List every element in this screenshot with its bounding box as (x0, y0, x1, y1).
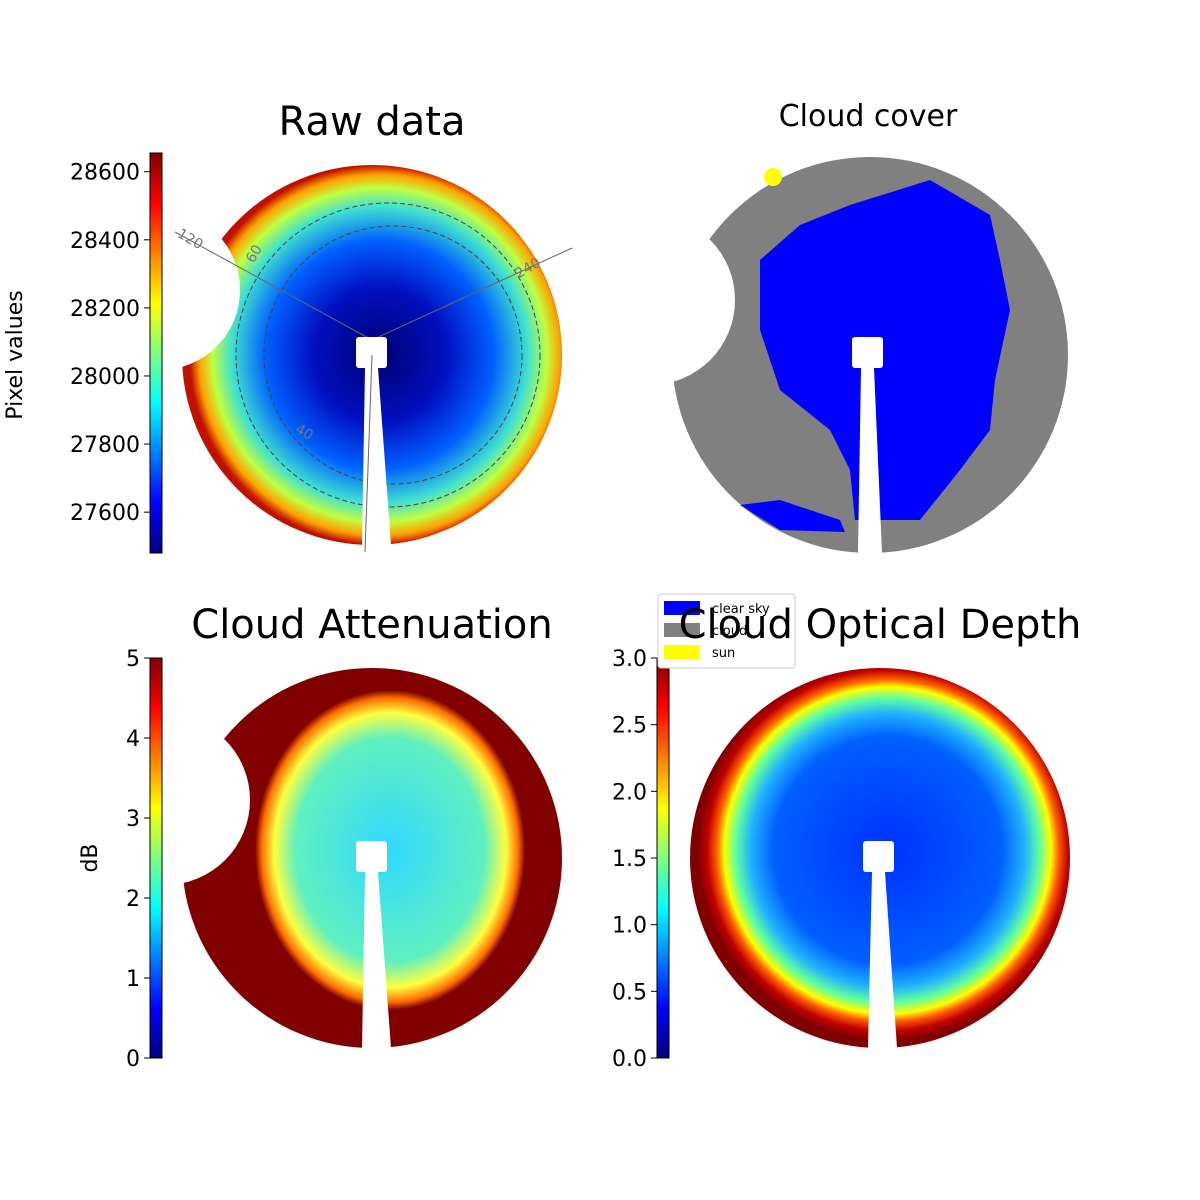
mask (565, 215, 735, 385)
mask (362, 872, 391, 1048)
tick-label: 1 (126, 967, 140, 992)
chart-title: Cloud Attenuation (191, 602, 552, 648)
raw-image (80, 165, 580, 565)
colorbar (149, 152, 163, 554)
tick-label: 27800 (70, 433, 140, 458)
tick-label: 28200 (70, 297, 140, 322)
chart-title: Raw data (279, 99, 466, 145)
mask (863, 841, 894, 872)
tick-label: 3.0 (612, 647, 647, 672)
colorbar-label: dB (78, 843, 103, 872)
mask (660, 553, 1080, 573)
colorbar (149, 657, 163, 1059)
mask (356, 841, 387, 872)
clear-region (760, 180, 1010, 520)
attenuation-image (80, 668, 580, 1068)
mask (356, 337, 387, 368)
colorbar-label: Pixel values (3, 290, 28, 419)
chart-title: Cloud Optical Depth (679, 602, 1082, 648)
mask (852, 337, 883, 368)
tick-label: 2.5 (612, 714, 647, 739)
legend-swatch (664, 645, 700, 659)
mask (80, 715, 250, 885)
mask (170, 545, 580, 565)
tick-label: 2 (126, 887, 140, 912)
mask (858, 368, 882, 553)
clear-region (255, 690, 525, 1010)
chart-title: Cloud cover (779, 99, 958, 134)
tick-label: 0 (126, 1047, 140, 1072)
polar-label: 60 (243, 242, 266, 265)
tick-label: 1.5 (612, 847, 647, 872)
mask (362, 368, 391, 545)
polar-line (364, 354, 373, 553)
legend-swatch (664, 623, 700, 637)
polar-circle (235, 202, 541, 508)
tick-label: 28600 (70, 161, 140, 186)
tick-label: 3 (126, 807, 140, 832)
legend-label: clear sky (712, 602, 770, 617)
mask (680, 1048, 1090, 1068)
tick-label: 27600 (70, 501, 140, 526)
polar-circle (263, 225, 523, 485)
cloud-image (565, 157, 1080, 573)
polar-line (174, 231, 373, 341)
tick-label: 0.5 (612, 980, 647, 1005)
tick-label: 0.0 (612, 1047, 647, 1072)
mask (868, 872, 897, 1048)
tick-label: 28000 (70, 365, 140, 390)
clear-region (740, 500, 845, 532)
tick-label: 4 (126, 727, 140, 752)
tick-label: 2.0 (612, 780, 647, 805)
tick-label: 28400 (70, 229, 140, 254)
sun (764, 168, 782, 186)
tick-label: 1.0 (612, 914, 647, 939)
legend-label: cloud (712, 624, 747, 639)
legend-swatch (664, 601, 700, 615)
colorbar (656, 657, 670, 1059)
legend-label: sun (712, 646, 735, 661)
tick-label: 5 (126, 647, 140, 672)
optical-depth-image (680, 668, 1090, 1068)
polar-line (371, 247, 573, 341)
polar-label: 40 (292, 421, 315, 444)
mask (170, 1048, 580, 1068)
